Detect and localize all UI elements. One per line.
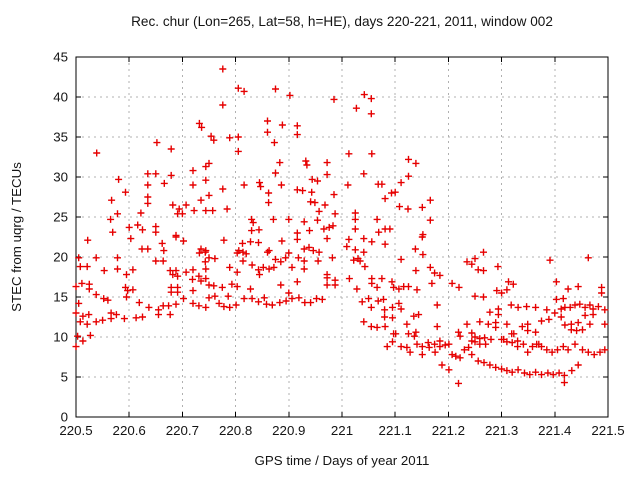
x-tick-label: 220.6 xyxy=(113,423,146,438)
x-tick-label: 220.8 xyxy=(219,423,252,438)
y-axis-label: STEC from uqrg / TECUs xyxy=(9,162,24,312)
x-tick-label: 221.5 xyxy=(591,423,624,438)
y-tick-label: 25 xyxy=(53,210,68,225)
x-tick-label: 220.5 xyxy=(59,423,92,438)
x-axis-label: GPS time / Days of year 2011 xyxy=(255,453,430,468)
y-tick-label: 5 xyxy=(61,370,68,385)
y-tick-label: 20 xyxy=(53,250,68,265)
y-tick-label: 30 xyxy=(53,170,68,185)
scatter-points xyxy=(72,65,609,387)
y-tick-label: 45 xyxy=(53,50,68,65)
x-tick-label: 221.4 xyxy=(538,423,571,438)
y-tick-label: 40 xyxy=(53,90,68,105)
x-tick-label: 220.7 xyxy=(166,423,199,438)
x-tick-label: 220.9 xyxy=(272,423,305,438)
y-tick-label: 15 xyxy=(53,290,68,305)
chart-title: Rec. chur (Lon=265, Lat=58, h=HE), days … xyxy=(131,14,553,29)
grid-lines xyxy=(76,57,608,417)
y-tick-label: 35 xyxy=(53,130,68,145)
y-tick-label: 0 xyxy=(61,410,68,425)
x-tick-label: 221 xyxy=(331,423,353,438)
x-tick-label: 221.3 xyxy=(485,423,518,438)
y-tick-label: 10 xyxy=(53,330,68,345)
x-tick-label: 221.1 xyxy=(379,423,412,438)
x-tick-label: 221.2 xyxy=(432,423,465,438)
tick-marks xyxy=(75,56,609,418)
